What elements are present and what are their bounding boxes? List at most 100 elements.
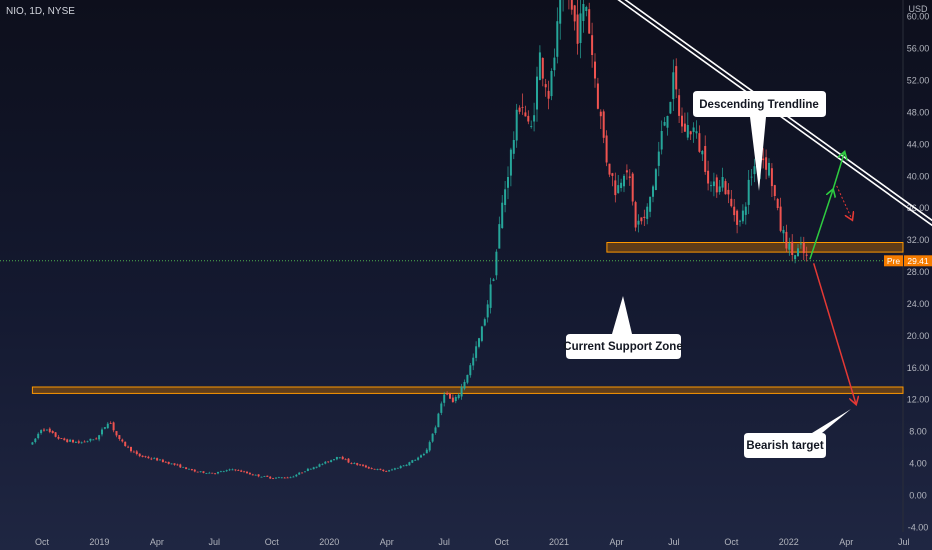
candle-body xyxy=(765,157,768,170)
candle-body xyxy=(86,441,89,443)
candle-body xyxy=(466,374,469,383)
candle-body xyxy=(211,472,214,474)
candle-body xyxy=(350,463,353,464)
price-tick-label: 52.00 xyxy=(907,76,930,86)
candle-body xyxy=(275,477,277,479)
candle-body xyxy=(573,5,576,22)
candle-body xyxy=(475,346,478,358)
candle-body xyxy=(153,458,156,460)
bearish-callout[interactable]: Bearish target xyxy=(744,409,851,458)
candle-body xyxy=(602,111,605,138)
time-tick-label: 2020 xyxy=(319,537,339,547)
candle-body xyxy=(559,0,562,24)
candle-body xyxy=(652,186,654,197)
candle-body xyxy=(449,394,451,399)
candle-body xyxy=(51,431,54,433)
candle-body xyxy=(356,463,359,465)
candle-body xyxy=(57,436,60,439)
candle-body xyxy=(344,459,347,461)
time-tick-label: Apr xyxy=(150,537,164,547)
price-tick-label: 0.00 xyxy=(909,491,927,501)
bullish-breakout-arrow xyxy=(809,190,833,260)
candle-body xyxy=(248,472,251,475)
currency-label: USD xyxy=(908,4,928,14)
pre-market-badge xyxy=(884,255,903,267)
price-tick-labels: 72.0068.0064.0060.0056.0052.0048.0044.00… xyxy=(907,12,930,533)
candle-body xyxy=(718,186,721,192)
time-tick-label: Jul xyxy=(668,537,680,547)
time-tick-label: 2019 xyxy=(89,537,109,547)
last-price-tag: Pre 29.41 xyxy=(884,255,932,267)
candle-body xyxy=(715,177,718,193)
candle-body xyxy=(634,202,637,228)
time-tick-label: Oct xyxy=(495,537,510,547)
time-tick-label: Jul xyxy=(438,537,450,547)
candle-body xyxy=(92,439,95,441)
candle-body xyxy=(260,476,263,478)
candle-body xyxy=(277,477,280,479)
candle-body xyxy=(736,210,739,225)
candle-body xyxy=(631,173,634,202)
candle-body xyxy=(643,216,646,218)
trendline-callout[interactable]: Descending Trendline xyxy=(693,91,826,191)
candles-layer xyxy=(31,0,808,480)
candle-body xyxy=(251,474,254,476)
trendline-callout-bubble xyxy=(693,91,826,191)
candle-body xyxy=(515,109,518,141)
candle-body xyxy=(205,473,208,474)
price-tick-label: 12.00 xyxy=(907,395,930,405)
candle-body xyxy=(469,365,472,376)
candle-body xyxy=(173,463,176,465)
candle-body xyxy=(437,413,440,428)
candle-body xyxy=(654,169,657,190)
candle-body xyxy=(364,465,367,468)
bullish-breakout-arrow-2 xyxy=(832,152,845,191)
candle-body xyxy=(135,451,138,454)
last-price-badge xyxy=(904,255,932,267)
candle-body xyxy=(640,217,643,222)
candle-body xyxy=(214,473,217,475)
time-axis[interactable]: Oct 2019 Apr Jul Oct 2020 Apr Jul Oct 2021 Apr Jul O… xyxy=(35,537,909,547)
candle-body xyxy=(556,21,559,57)
candle-body xyxy=(518,107,521,112)
candle-body xyxy=(608,163,611,175)
candle-body xyxy=(243,471,246,473)
candle-body xyxy=(521,107,524,108)
price-zone xyxy=(606,242,904,253)
candle-body xyxy=(367,467,370,469)
candle-body xyxy=(188,468,190,470)
candle-body xyxy=(147,456,150,459)
candle-body xyxy=(628,176,631,178)
price-axis[interactable]: USD 72.0068.0064.0060.0056.0052.0048.004… xyxy=(902,0,930,533)
trendline-line-upper xyxy=(624,0,932,222)
candle-body xyxy=(480,326,483,341)
symbol-info: NIO, 1D, NYSE xyxy=(6,6,75,17)
candle-body xyxy=(649,196,652,212)
candle-body xyxy=(190,469,193,471)
time-tick-label: Oct xyxy=(265,537,280,547)
candle-body xyxy=(170,463,173,465)
candle-body xyxy=(802,242,805,254)
candle-body xyxy=(115,431,118,436)
bearish-target-arrow xyxy=(812,263,856,403)
support-callout[interactable]: Current Support Zone xyxy=(563,296,683,359)
candle-body xyxy=(721,177,724,188)
candle-body xyxy=(495,251,498,276)
candle-body xyxy=(40,430,43,434)
candle-body xyxy=(666,116,669,128)
candle-body xyxy=(695,131,698,134)
projection-arrows xyxy=(809,152,856,403)
candle-body xyxy=(753,166,756,175)
candle-body xyxy=(770,168,773,187)
candle-body xyxy=(362,464,364,466)
time-tick-label: Apr xyxy=(609,537,623,547)
candle-body xyxy=(579,13,582,43)
candle-body xyxy=(208,472,211,474)
candle-body xyxy=(254,474,257,476)
candle-body xyxy=(483,319,486,326)
candle-body xyxy=(101,429,103,435)
candle-body xyxy=(176,464,179,466)
candle-body xyxy=(417,457,420,460)
candle-body xyxy=(315,466,318,468)
